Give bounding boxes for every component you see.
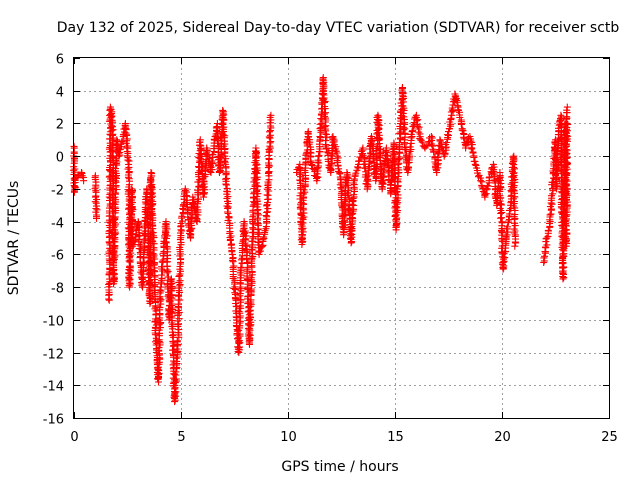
data-trace <box>91 173 101 221</box>
data-trace <box>404 130 416 174</box>
data-point <box>471 160 479 168</box>
data-trace <box>229 254 240 304</box>
data-trace <box>392 146 404 231</box>
data-trace <box>441 131 452 158</box>
data-point <box>563 103 571 111</box>
data-trace <box>240 220 251 263</box>
x-axis: 0 5 10 15 20 25 <box>70 58 618 445</box>
y-tick-label: -12 <box>43 348 64 363</box>
y-tick-label: 4 <box>56 86 64 101</box>
data-trace <box>193 138 205 223</box>
data-point <box>511 242 519 250</box>
data-trace <box>251 147 263 256</box>
data-point <box>267 111 275 119</box>
y-tick-label: 2 <box>56 118 64 133</box>
data-trace <box>509 154 520 247</box>
data-trace <box>319 75 331 150</box>
x-tick-label: 5 <box>177 430 185 445</box>
data-trace <box>147 172 159 272</box>
data-point <box>224 210 232 217</box>
data-trace <box>540 235 551 265</box>
data-trace <box>234 269 245 354</box>
x-tick-label: 0 <box>70 430 78 445</box>
data-trace <box>433 137 444 174</box>
data-point <box>129 242 137 250</box>
data-point <box>71 175 79 183</box>
data-point <box>543 234 551 242</box>
x-tick-label: 10 <box>280 430 297 445</box>
data-trace <box>219 108 229 157</box>
data-trace <box>398 85 409 141</box>
y-tick-label: -8 <box>51 282 64 297</box>
data-trace <box>347 179 358 245</box>
data-trace <box>304 129 315 167</box>
y-tick-label: -2 <box>51 184 64 199</box>
data-trace <box>73 171 84 181</box>
data-trace <box>343 172 353 208</box>
y-tick-label: -14 <box>43 380 64 395</box>
data-trace <box>264 113 275 175</box>
x-axis-label: GPS time / hours <box>281 459 398 475</box>
data-point <box>115 152 123 160</box>
data-point <box>258 242 266 250</box>
data-trace <box>454 106 465 126</box>
data-point <box>477 177 485 185</box>
data-trace <box>157 243 168 288</box>
data-trace <box>544 219 554 240</box>
y-tick-label: -4 <box>51 217 64 232</box>
data-trace <box>333 154 345 192</box>
data-trace <box>262 170 273 223</box>
y-tick-label: 0 <box>56 151 64 166</box>
data-point <box>93 214 100 222</box>
data-trace <box>154 286 165 383</box>
data-trace <box>173 227 186 346</box>
data-trace <box>256 243 265 255</box>
data-trace <box>313 137 324 181</box>
x-tick-label: 25 <box>601 430 618 445</box>
data-trace <box>340 170 351 237</box>
y-tick-label: -16 <box>43 413 64 428</box>
data-trace <box>171 342 182 402</box>
data-trace <box>245 237 257 347</box>
data-series <box>70 74 572 406</box>
data-point <box>255 250 263 258</box>
x-tick-label: 15 <box>387 430 404 445</box>
data-trace <box>220 155 232 216</box>
data-trace <box>562 106 572 247</box>
chart-title: Day 132 of 2025, Sidereal Day-to-day VTE… <box>57 20 620 36</box>
data-trace <box>207 142 218 174</box>
data-point <box>313 177 321 185</box>
data-point <box>80 177 88 185</box>
y-tick-label: -6 <box>51 249 64 264</box>
grid <box>74 58 609 418</box>
data-trace <box>364 135 375 190</box>
y-axis: -16 -14 -12 -10 -8 -6 -4 -2 0 2 4 6 <box>43 53 609 428</box>
data-trace <box>200 146 211 198</box>
data-trace <box>224 213 236 256</box>
data-trace <box>78 169 87 181</box>
data-point <box>308 160 315 168</box>
data-trace <box>121 121 133 165</box>
data-trace <box>259 219 270 249</box>
data-trace <box>502 204 515 241</box>
data-trace <box>298 172 310 245</box>
x-tick-label: 20 <box>494 430 511 445</box>
data-trace <box>466 135 479 165</box>
data-trace <box>108 112 117 130</box>
data-trace <box>445 114 455 133</box>
plot-frame <box>73 57 610 419</box>
y-tick-label: 6 <box>56 53 64 68</box>
data-trace <box>496 172 507 271</box>
data-trace <box>350 163 362 183</box>
data-trace <box>109 138 121 285</box>
y-tick-label: -10 <box>43 315 64 330</box>
y-axis-label: SDTVAR / TECUs <box>6 181 22 296</box>
data-trace <box>107 105 116 116</box>
